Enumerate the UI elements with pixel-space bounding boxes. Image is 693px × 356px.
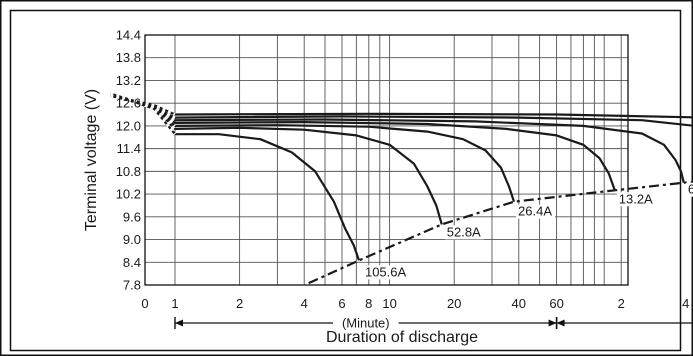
y-tick-label: 9.6 bbox=[123, 209, 141, 224]
series-label-bg bbox=[362, 265, 410, 280]
range-arrow-right bbox=[548, 319, 557, 327]
range-arrow-left bbox=[556, 319, 565, 327]
inner-frame bbox=[9, 9, 682, 352]
y-tick-label: 7.8 bbox=[123, 278, 141, 293]
range-arrow-left bbox=[175, 319, 183, 327]
series-label: 52.8A bbox=[447, 224, 481, 239]
y-tick-label: 9.0 bbox=[123, 232, 141, 247]
series-initial-segment bbox=[110, 94, 176, 124]
y-tick-label: 12.0 bbox=[116, 118, 141, 133]
x-tick-labels: 012468102040602468102040 bbox=[141, 296, 689, 311]
series-label: 6.6A bbox=[688, 182, 693, 197]
y-tick-label: 8.4 bbox=[123, 255, 141, 270]
range-indicators: (Minute)(Hour) bbox=[174, 316, 693, 331]
y-tick-label: 10.2 bbox=[116, 187, 141, 202]
series-label-bg bbox=[616, 192, 656, 207]
series-line bbox=[110, 92, 443, 225]
series-initial-segment bbox=[110, 94, 176, 119]
series-label: 26.4A bbox=[518, 204, 552, 219]
series-label-bg bbox=[444, 225, 484, 240]
x-tick-label: 20 bbox=[447, 296, 461, 311]
x-tick-label: 40 bbox=[512, 296, 526, 311]
y-tick-labels: 7.8 8.4 9.0 9.6 10.2 10.8 11.4 12.0 12.6 13.2 13.8… bbox=[116, 28, 141, 293]
x-tick-label: 2 bbox=[236, 296, 243, 311]
x-tick-label: 10 bbox=[382, 296, 396, 311]
y-tick-label: 13.8 bbox=[116, 50, 141, 65]
x-tick-label: 1 bbox=[171, 296, 178, 311]
range-label: (Minute) bbox=[342, 316, 390, 331]
y-tick-label: 14.4 bbox=[116, 28, 141, 43]
series-label: 105.6A bbox=[365, 264, 407, 279]
series-initial-segment bbox=[110, 94, 176, 122]
series-label-bg bbox=[516, 204, 556, 219]
plot-border bbox=[144, 34, 629, 286]
x-tick-label: 0 bbox=[141, 296, 148, 311]
x-tick-label: 4 bbox=[301, 296, 308, 311]
x-tick-label: 6 bbox=[338, 296, 345, 311]
x-tick-label: 60 bbox=[549, 296, 563, 311]
x-tick-label: 8 bbox=[365, 296, 372, 311]
x-axis-title: Duration of discharge bbox=[326, 329, 478, 346]
y-axis-title: Terminal voltage (V) bbox=[83, 89, 100, 231]
discharge-curves bbox=[110, 92, 693, 285]
y-tick-label: 11.4 bbox=[117, 141, 141, 156]
series-initial-segment bbox=[110, 92, 176, 135]
x-tick-label: 4 bbox=[682, 296, 689, 311]
series-label: 13.2A bbox=[619, 191, 653, 206]
series-initial-segment bbox=[110, 94, 176, 116]
cutoff-line bbox=[308, 180, 693, 285]
series-line bbox=[110, 94, 516, 203]
y-tick-label: 10.8 bbox=[116, 164, 141, 179]
y-tick-label: 12.6 bbox=[116, 96, 141, 111]
y-tick-label: 13.2 bbox=[116, 73, 141, 88]
x-tick-label: 2 bbox=[618, 296, 625, 311]
series-label-bg bbox=[685, 182, 693, 197]
